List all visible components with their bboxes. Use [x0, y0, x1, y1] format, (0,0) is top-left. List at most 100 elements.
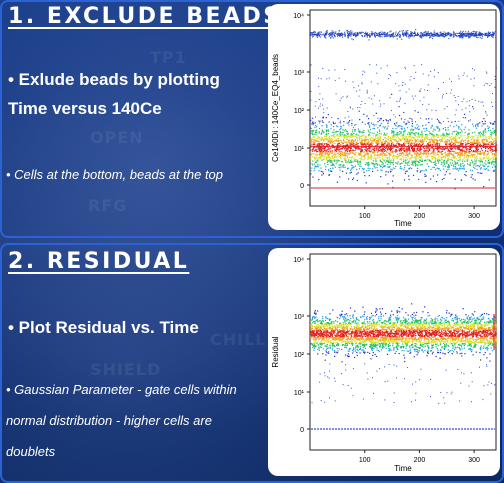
data-point — [426, 135, 428, 137]
data-point — [392, 167, 395, 169]
data-point — [447, 164, 449, 166]
data-point — [319, 93, 321, 95]
data-point — [479, 153, 481, 155]
data-point — [354, 130, 356, 132]
data-point — [466, 35, 468, 37]
data-point — [467, 134, 469, 136]
data-point — [323, 146, 326, 148]
data-point — [418, 135, 420, 137]
data-point — [346, 95, 348, 97]
data-point — [350, 143, 352, 145]
data-point — [361, 140, 363, 142]
data-point — [359, 119, 361, 121]
data-point — [486, 114, 488, 116]
data-point — [427, 336, 429, 338]
data-point — [371, 32, 373, 34]
data-point — [463, 146, 465, 148]
data-point — [401, 126, 403, 128]
data-point — [481, 331, 483, 334]
data-point — [315, 153, 317, 155]
data-point — [347, 156, 349, 158]
data-point — [447, 159, 449, 162]
data-point — [443, 120, 445, 122]
data-point — [440, 151, 442, 153]
data-point — [377, 33, 379, 35]
data-point — [484, 34, 486, 36]
data-point — [491, 36, 493, 38]
data-point — [461, 321, 463, 323]
data-point — [328, 35, 330, 37]
data-point — [481, 172, 483, 175]
data-point — [391, 135, 393, 137]
data-point — [340, 144, 342, 146]
data-point — [338, 146, 340, 148]
data-point — [431, 34, 433, 36]
data-point — [407, 148, 409, 150]
data-point — [363, 151, 366, 153]
data-point — [422, 134, 424, 137]
data-point — [383, 32, 385, 34]
data-point — [374, 35, 376, 37]
data-point — [448, 140, 451, 142]
data-point — [416, 143, 418, 145]
data-point — [438, 35, 440, 38]
data-point — [474, 179, 476, 181]
data-point — [363, 313, 365, 315]
data-point — [446, 135, 449, 138]
data-point — [389, 155, 391, 157]
data-point — [480, 33, 482, 35]
data-point — [372, 320, 374, 322]
data-point — [379, 157, 381, 159]
data-point — [463, 72, 465, 74]
data-point — [449, 142, 451, 144]
data-point — [383, 34, 385, 36]
data-point — [487, 162, 489, 164]
data-point — [453, 146, 455, 149]
data-point — [313, 343, 315, 345]
data-point — [423, 152, 425, 155]
data-point — [415, 140, 418, 142]
data-point — [331, 117, 333, 119]
data-point — [403, 149, 405, 151]
data-point — [363, 346, 365, 348]
data-point — [445, 134, 448, 136]
data-point — [424, 159, 426, 161]
data-point — [326, 30, 328, 32]
data-point — [377, 136, 379, 139]
data-point — [404, 83, 406, 85]
data-point — [379, 125, 381, 127]
data-point — [367, 129, 369, 131]
data-point — [441, 178, 443, 181]
data-point — [332, 37, 334, 39]
data-point — [388, 74, 390, 76]
data-point — [335, 93, 337, 95]
data-point — [436, 167, 438, 169]
data-point — [362, 159, 364, 161]
data-point — [346, 30, 348, 32]
data-point — [371, 170, 374, 173]
data-point — [445, 162, 448, 164]
data-point — [323, 112, 325, 114]
data-point — [456, 158, 458, 160]
data-point — [404, 103, 406, 105]
data-point — [433, 34, 435, 36]
data-point — [329, 32, 332, 34]
data-point — [415, 29, 417, 31]
data-point — [395, 31, 397, 33]
data-point — [468, 142, 470, 145]
data-point — [323, 158, 326, 161]
data-point — [397, 126, 399, 128]
data-point — [408, 142, 410, 144]
data-point — [391, 93, 393, 95]
data-point — [485, 138, 487, 140]
data-point — [329, 139, 331, 141]
data-point — [389, 36, 391, 38]
data-point — [440, 158, 443, 160]
data-point — [383, 340, 385, 343]
data-point — [486, 72, 488, 74]
data-point — [360, 135, 362, 138]
data-point — [421, 35, 423, 37]
data-point — [467, 36, 470, 38]
data-point — [312, 123, 315, 125]
data-point — [393, 32, 395, 34]
